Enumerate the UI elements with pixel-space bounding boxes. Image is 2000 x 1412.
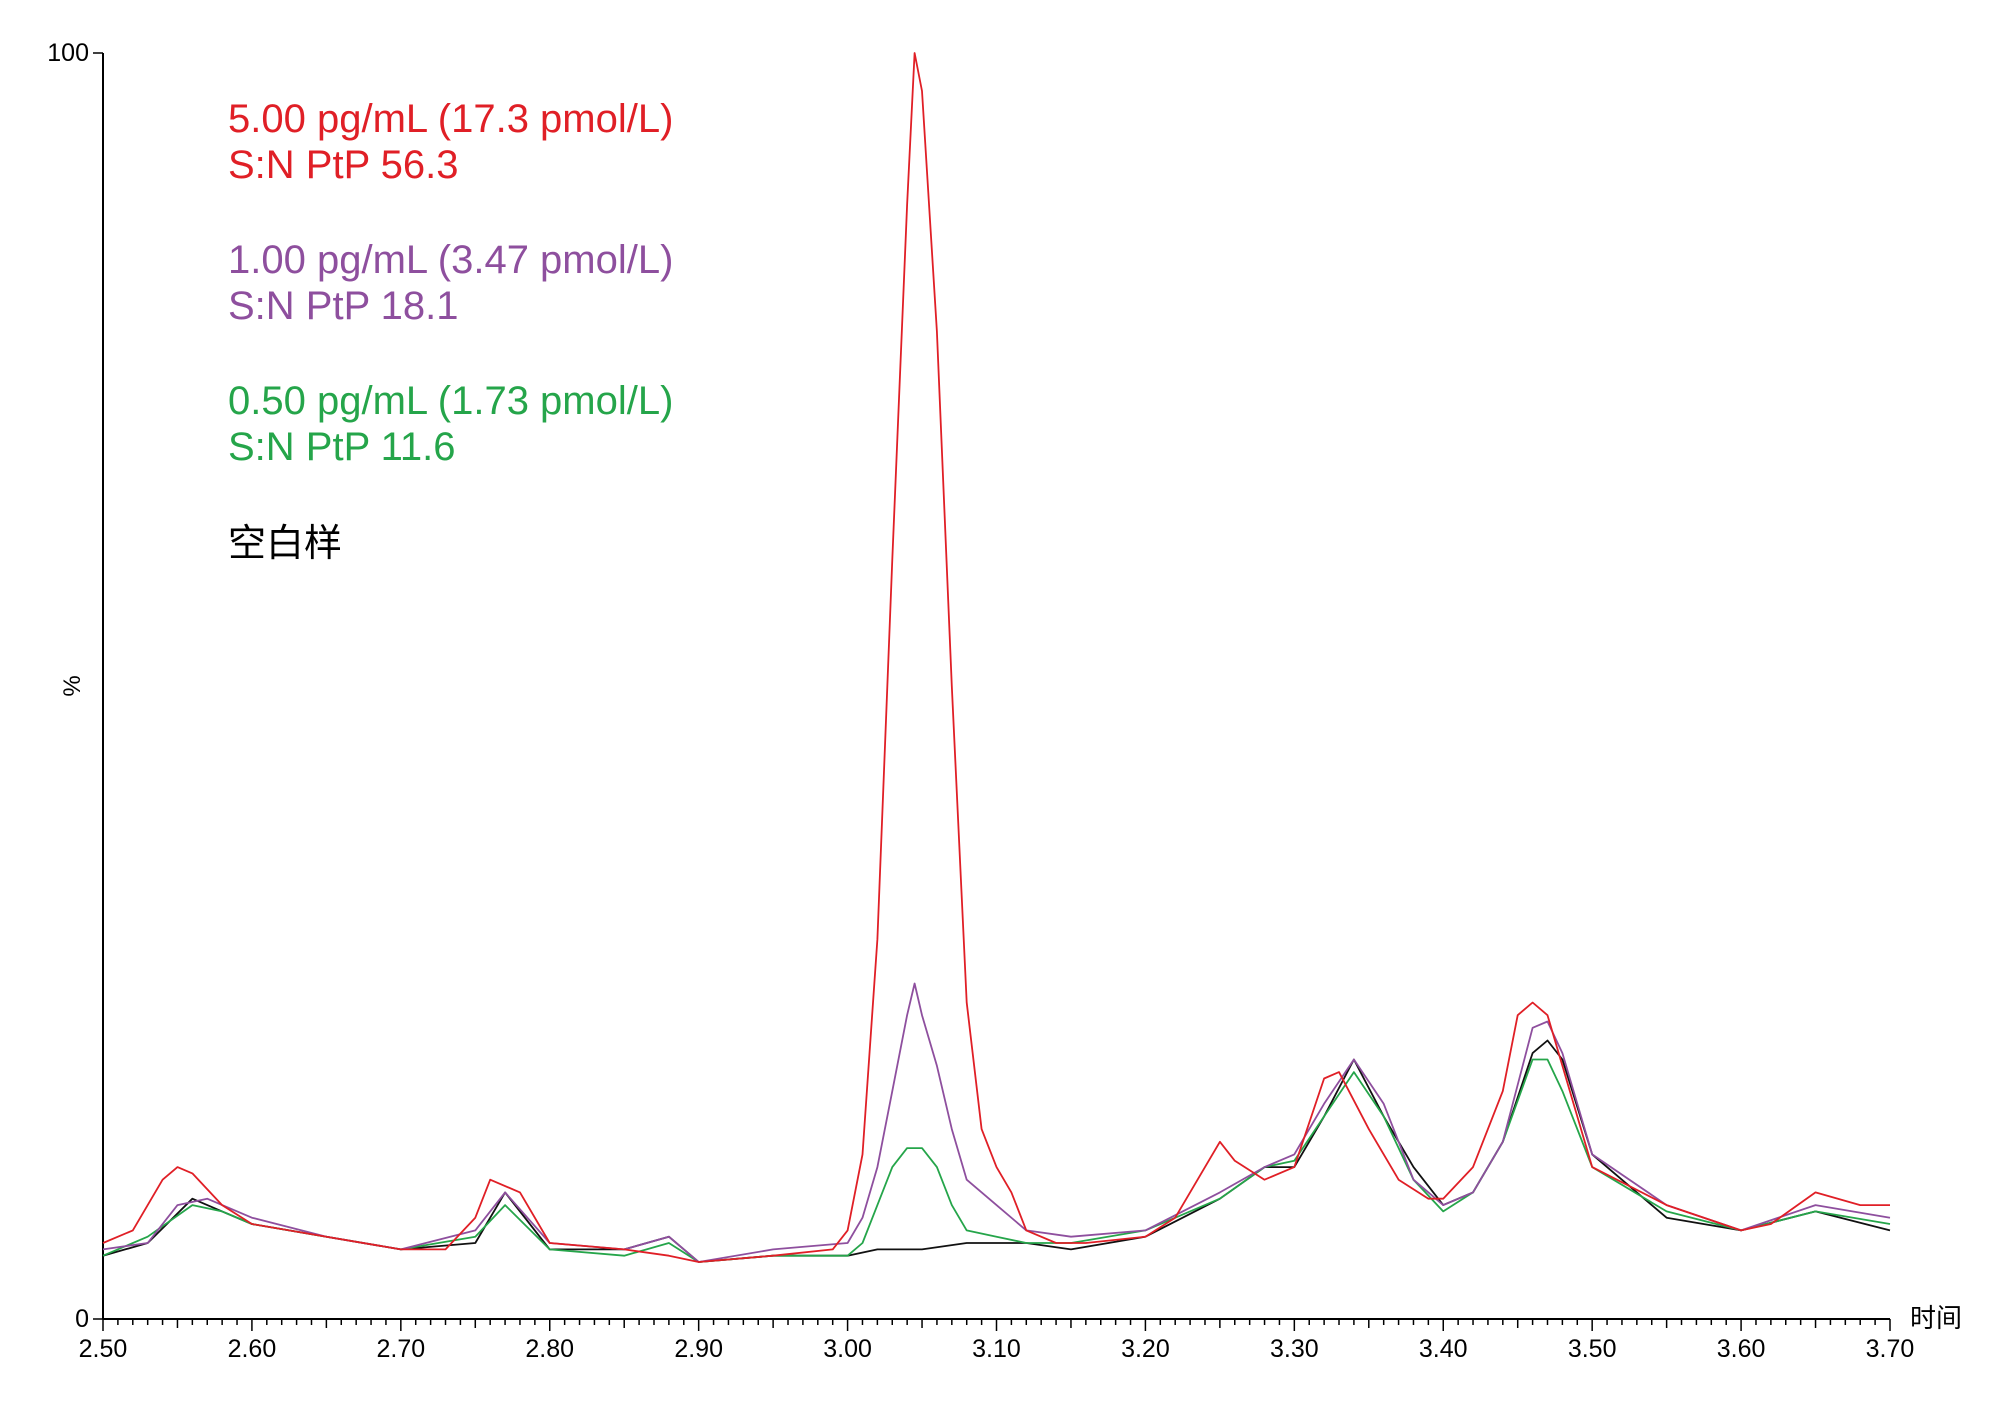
y-ticks: 0 100 xyxy=(47,39,103,1333)
y-tick-label: 100 xyxy=(47,39,89,67)
x-tick-label: 2.60 xyxy=(228,1335,277,1363)
axes: 2.50 2.60 2.70 2.80 2.90 3.00 3.10 3.20 3.30 3.40… xyxy=(47,39,1962,1363)
series-layer xyxy=(102,52,1891,1263)
y-tick-label: 0 xyxy=(75,1305,89,1333)
legend-series-name: 0.50 pg/mL (1.73 pmol/L) xyxy=(228,379,673,423)
x-tick-label: 2.70 xyxy=(376,1335,425,1363)
y-axis-label: % xyxy=(59,675,86,696)
x-tick-label: 3.00 xyxy=(823,1335,872,1363)
x-tick-label: 3.20 xyxy=(1121,1335,1170,1363)
legend-sn-ratio: S:N PtP 18.1 xyxy=(228,284,459,328)
x-tick-label: 3.60 xyxy=(1717,1335,1766,1363)
x-ticks: 2.50 2.60 2.70 2.80 2.90 3.00 3.10 3.20 3.30 3.40… xyxy=(79,1319,1915,1363)
legend-series-name: 1.00 pg/mL (3.47 pmol/L) xyxy=(228,238,673,282)
legend-sn-ratio: S:N PtP 56.3 xyxy=(228,143,459,187)
x-tick-label: 3.40 xyxy=(1419,1335,1468,1363)
x-tick-label: 3.70 xyxy=(1866,1335,1915,1363)
series-line-0 xyxy=(102,52,1890,1263)
legend: 5.00 pg/mL (17.3 pmol/L)S:N PtP 56.3 1.00… xyxy=(228,97,673,565)
x-tick-label: 3.50 xyxy=(1568,1335,1617,1363)
x-tick-label: 3.30 xyxy=(1270,1335,1319,1363)
x-tick-label: 2.90 xyxy=(674,1335,723,1363)
legend-series-name: 5.00 pg/mL (17.3 pmol/L) xyxy=(228,97,673,141)
legend-sn-ratio: S:N PtP 11.6 xyxy=(228,425,456,469)
x-tick-label: 3.10 xyxy=(972,1335,1021,1363)
x-tick-label: 2.50 xyxy=(79,1335,128,1363)
x-axis-label: 时间 xyxy=(1910,1304,1962,1334)
series-line-2 xyxy=(102,1058,1891,1263)
series-line-1 xyxy=(102,982,1891,1263)
legend-series-name: 空白样 xyxy=(228,521,342,565)
x-tick-label: 2.80 xyxy=(525,1335,574,1363)
series-line-3 xyxy=(102,1039,1891,1263)
